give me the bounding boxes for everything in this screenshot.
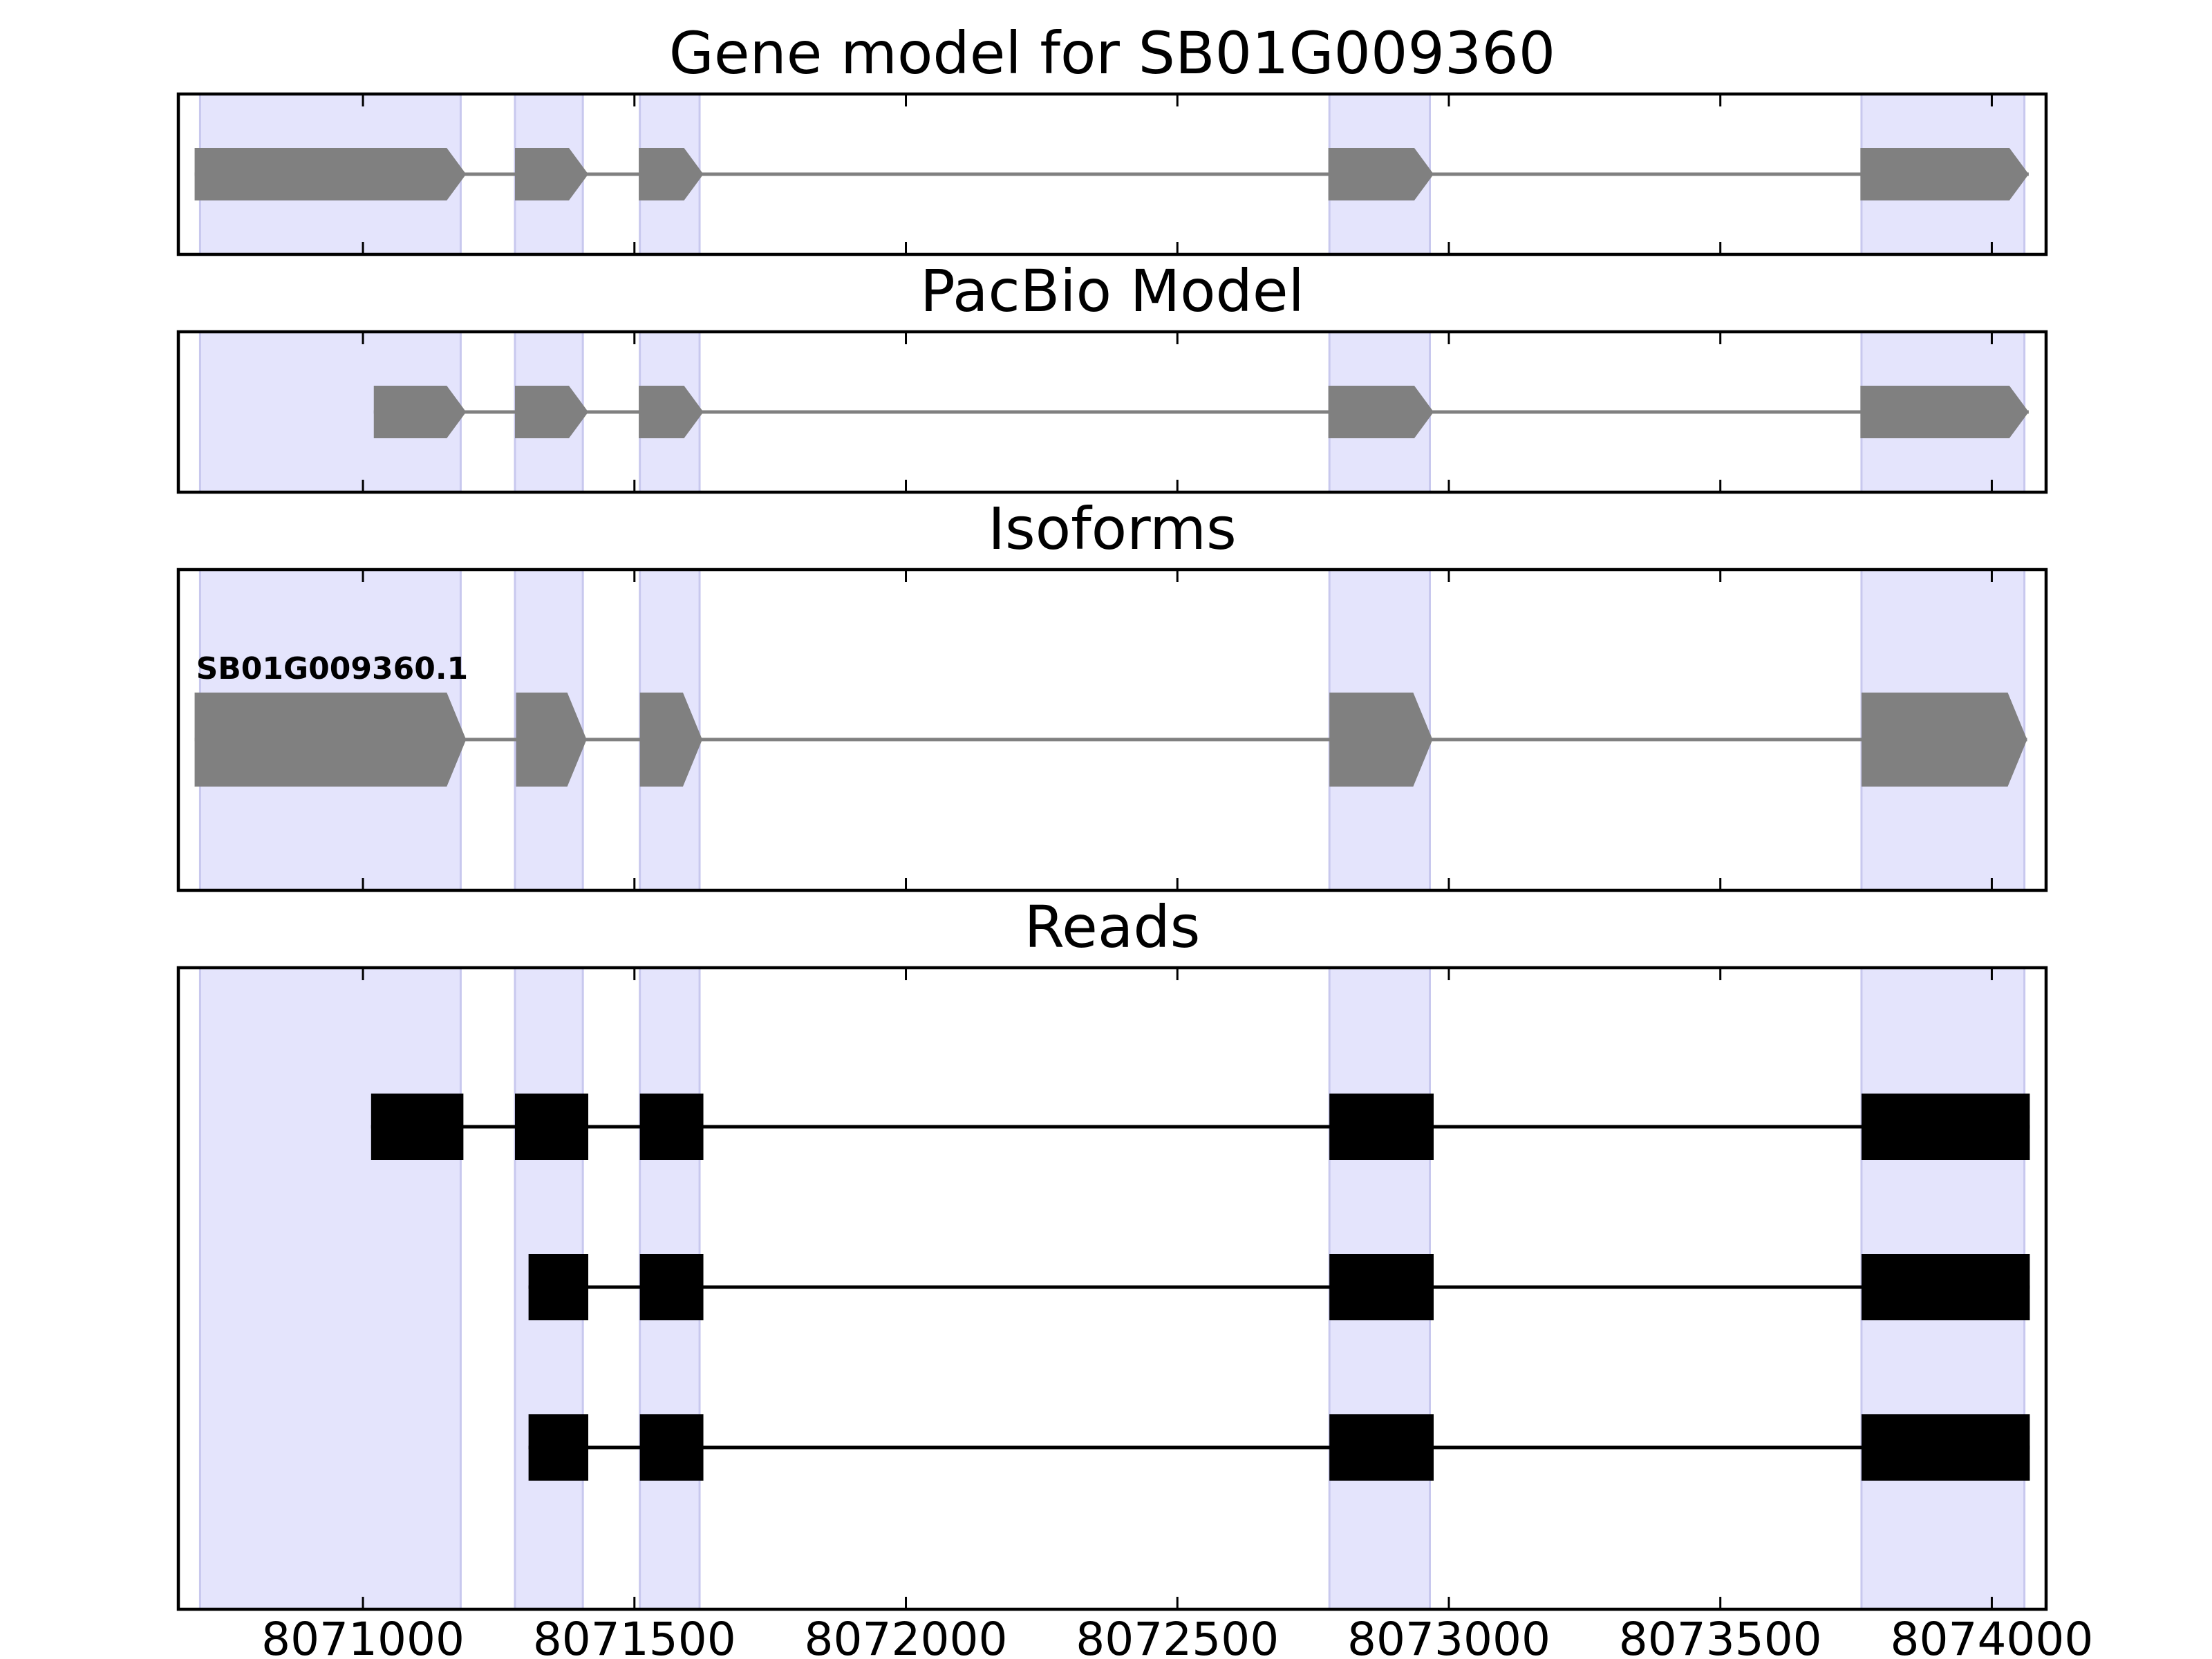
panel-plot-area: [194, 94, 2029, 254]
read-exon: [1329, 1254, 1434, 1320]
panel-frame: [176, 568, 2048, 892]
read-exon: [514, 1094, 589, 1160]
exon-arrow: [514, 386, 589, 438]
x-axis: 8071000 8071500 8072000 8072500 8073000 80735…: [261, 1613, 2093, 1659]
read-exon: [1861, 1414, 2030, 1481]
panel-title: Reads: [1024, 893, 1201, 961]
panel-2: PacBio Model: [176, 257, 2048, 494]
exon-arrow: [1328, 386, 1434, 438]
panel-title: Isoforms: [988, 495, 1237, 563]
panel-frame: [176, 966, 2048, 1611]
panel-title: PacBio Model: [920, 257, 1304, 325]
exon-arrow: [1860, 148, 2029, 200]
panel-4: Reads: [176, 893, 2048, 1611]
x-tick-label: 8073000: [1347, 1613, 1550, 1659]
read-exon: [371, 1094, 464, 1160]
panels-layer: Gene model for SB01G009360 PacBio Model SB…: [176, 19, 2048, 1611]
exon-arrow: [373, 386, 467, 438]
read-exon: [1329, 1094, 1434, 1160]
read-exon: [1861, 1254, 2030, 1320]
exon-arrow: [639, 692, 702, 787]
x-tick-label: 8071500: [533, 1613, 736, 1659]
panel-plot-area: [194, 570, 2027, 890]
exon-arrow: [1861, 692, 2027, 787]
read-exon: [1329, 1414, 1434, 1481]
panel-title: Gene model for SB01G009360: [669, 19, 1555, 87]
read-exon: [528, 1254, 589, 1320]
panel-frame: [176, 330, 2048, 494]
x-tick-label: 8074000: [1890, 1613, 2093, 1659]
highlight-region: [198, 968, 462, 1609]
exon-arrow: [194, 692, 467, 787]
read-exon: [639, 1094, 704, 1160]
x-tick-label: 8071000: [261, 1613, 465, 1659]
read-exon: [639, 1254, 704, 1320]
x-tick-label: 8073500: [1619, 1613, 1822, 1659]
panel-3: SB01G009360.1 Isoforms: [176, 495, 2048, 892]
read-exon: [1861, 1094, 2030, 1160]
read-exon: [528, 1414, 589, 1481]
exon-arrow: [1329, 692, 1433, 787]
panel-frame: [176, 92, 2048, 256]
x-tick-label: 8072500: [1076, 1613, 1279, 1659]
exon-arrow: [514, 148, 589, 200]
exon-arrow: [639, 148, 704, 200]
x-tick-label: 8072000: [805, 1613, 1008, 1659]
panel-plot-area: [198, 332, 2029, 492]
exon-arrow: [1860, 386, 2029, 438]
exon-arrow: [1328, 148, 1434, 200]
panel-plot-area: [198, 968, 2030, 1609]
panel-1: Gene model for SB01G009360: [176, 19, 2048, 256]
exon-arrow: [194, 148, 467, 200]
isoform-label: SB01G009360.1: [196, 651, 469, 686]
exon-arrow: [516, 692, 587, 787]
highlight-region: [198, 332, 462, 492]
exon-arrow: [639, 386, 704, 438]
read-exon: [639, 1414, 704, 1481]
